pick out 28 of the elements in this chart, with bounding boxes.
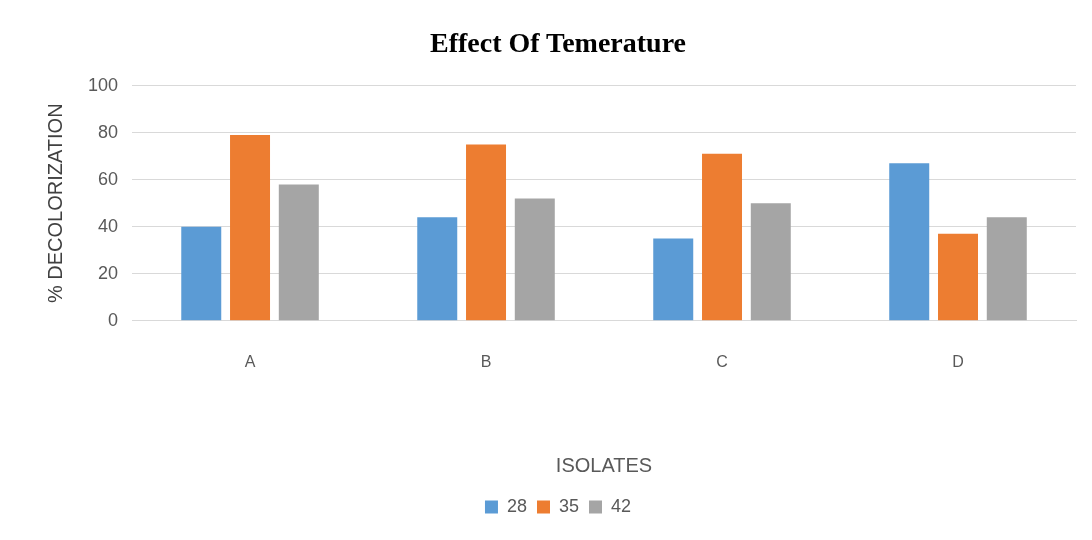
y-tick-label: 0: [108, 309, 119, 330]
y-tick-label: 80: [98, 121, 119, 142]
x-tick-label: A: [244, 352, 256, 370]
bar: [889, 163, 930, 321]
x-axis-title: ISOLATES: [555, 453, 653, 476]
x-tick-label: D: [952, 352, 964, 370]
bar: [466, 144, 507, 321]
bar: [702, 153, 743, 321]
y-tick-label: 60: [98, 168, 119, 189]
y-tick-label: 20: [98, 262, 119, 283]
bar: [181, 226, 222, 321]
bar: [750, 203, 791, 321]
bar: [230, 134, 271, 321]
legend-label: 35: [558, 495, 580, 516]
bar: [986, 217, 1027, 321]
bar: [514, 198, 555, 321]
bar: [938, 233, 978, 321]
legend-label: 42: [611, 495, 632, 516]
chart-title: Effect Of Temerature: [429, 27, 687, 59]
bar: [417, 217, 458, 321]
y-tick-label: 40: [98, 215, 119, 236]
x-tick-label: C: [716, 352, 728, 370]
x-tick-label: B: [480, 352, 492, 370]
bar: [653, 238, 694, 321]
legend-label: 28: [506, 495, 527, 516]
y-tick-label: 100: [87, 74, 119, 95]
y-axis-title: % DECOLORIZATION: [43, 103, 66, 304]
bar: [278, 184, 319, 321]
